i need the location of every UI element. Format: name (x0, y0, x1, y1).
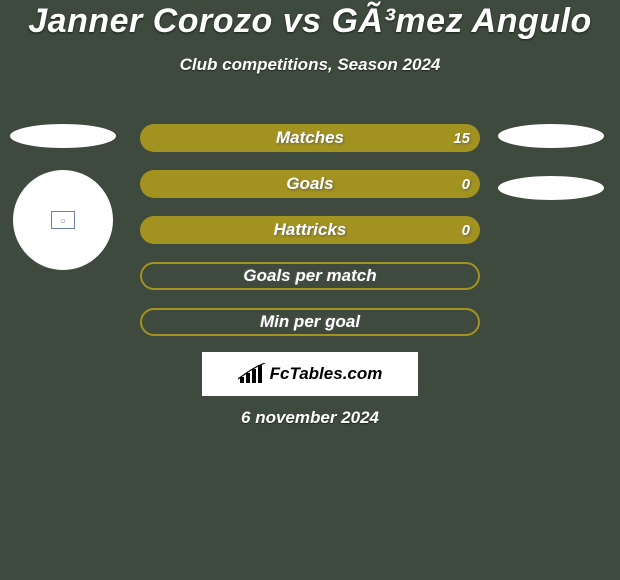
stat-label: Min per goal (142, 310, 478, 334)
stat-label: Matches (140, 124, 480, 152)
stat-row-goals-per-match: Goals per match (140, 262, 480, 290)
page-root: Janner Corozo vs GÃ³mez Angulo Club comp… (0, 0, 620, 580)
player-left-avatar: ▫ (13, 170, 113, 270)
branding-bars-icon (238, 363, 266, 385)
player-right-column (498, 124, 604, 228)
stat-row-min-per-goal: Min per goal (140, 308, 480, 336)
stat-bars: Matches 15 Goals 0 Hattricks 0 Goals per… (140, 124, 480, 354)
stat-label: Goals per match (142, 264, 478, 288)
branding-badge: FcTables.com (202, 352, 418, 396)
stat-label: Goals (140, 170, 480, 198)
player-left-column: ▫ (8, 124, 118, 270)
date-text: 6 november 2024 (0, 408, 620, 428)
player-right-name-placeholder-2 (498, 176, 604, 200)
branding-text: FcTables.com (270, 364, 383, 384)
stat-right-value: 15 (453, 124, 470, 152)
player-right-name-placeholder-1 (498, 124, 604, 148)
page-title: Janner Corozo vs GÃ³mez Angulo (0, 0, 620, 41)
stat-row-goals: Goals 0 (140, 170, 480, 198)
stat-row-matches: Matches 15 (140, 124, 480, 152)
stat-row-hattricks: Hattricks 0 (140, 216, 480, 244)
stat-right-value: 0 (462, 170, 470, 198)
player-left-name-placeholder (10, 124, 116, 148)
stat-label: Hattricks (140, 216, 480, 244)
player-left-avatar-glyph: ▫ (51, 211, 75, 229)
page-subtitle: Club competitions, Season 2024 (0, 55, 620, 75)
stat-right-value: 0 (462, 216, 470, 244)
